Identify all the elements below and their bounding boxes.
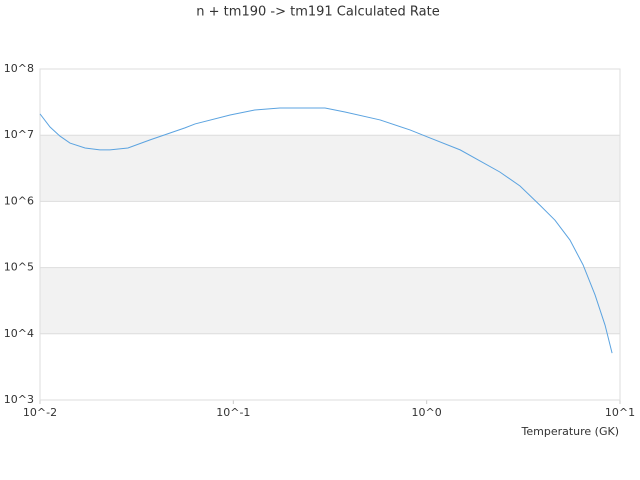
x-tick-label: 10^-1 [216,406,250,419]
y-tick-label: 10^4 [4,327,34,340]
grid-band [40,267,620,334]
y-tick-label: 10^6 [4,194,34,207]
chart-title: n + tm190 -> tm191 Calculated Rate [196,5,439,20]
grid-band [40,135,620,202]
x-tick-label: 10^1 [605,406,635,419]
y-tick-label: 10^5 [4,261,34,274]
x-tick-label: 10^0 [412,406,442,419]
y-tick-label: 10^7 [4,128,34,141]
plot-border [39,68,621,401]
y-tick-label: 10^3 [4,393,34,406]
y-tick-label: 10^8 [4,62,34,75]
data-line [39,107,613,354]
x-tick-label: 10^-2 [23,406,57,419]
x-axis-label: Temperature (GK) [521,425,620,438]
